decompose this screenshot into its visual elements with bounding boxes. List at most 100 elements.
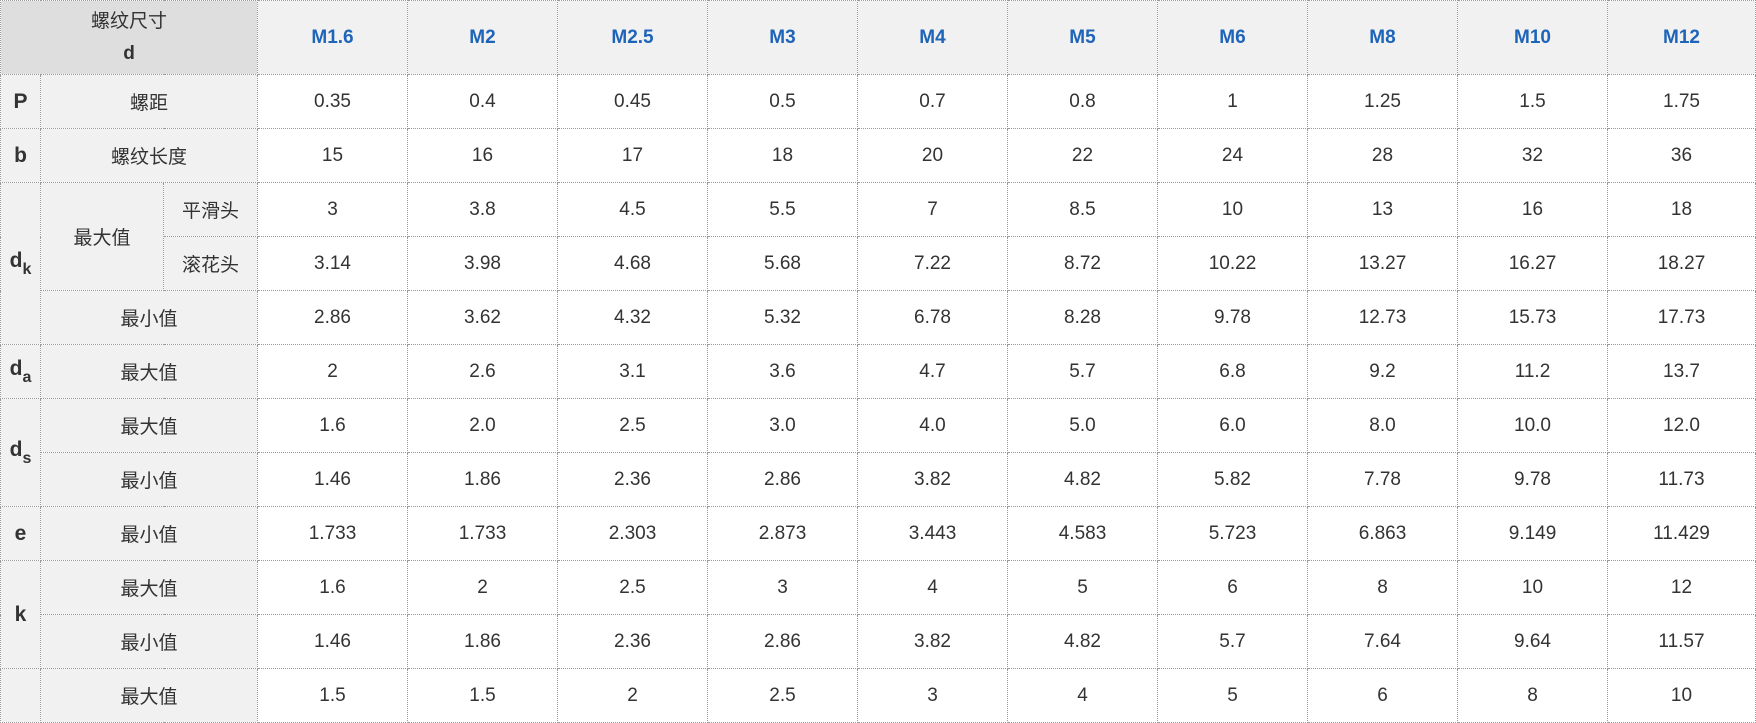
size-header: M8	[1307, 0, 1458, 75]
value-cell: 1.86	[407, 452, 558, 507]
value-cell: 6	[1307, 668, 1458, 723]
value-cell: 6	[1157, 560, 1308, 615]
value-cell: 2.5	[557, 398, 708, 453]
value-cell: 6.0	[1157, 398, 1308, 453]
value-cell: 12.0	[1607, 398, 1756, 453]
thread-size-label: 螺纹尺寸	[90, 10, 167, 32]
symbol-b: b	[0, 128, 41, 183]
value-cell: 0.5	[707, 74, 858, 129]
row-thread-length: b 螺纹长度 15 16 17 18 20 22 24 28 32 36	[0, 128, 1756, 183]
label-da-max: 最大值	[40, 344, 258, 399]
thread-size-symbol: d	[123, 42, 135, 64]
symbol-P: P	[0, 74, 41, 129]
value-cell: 3.82	[857, 452, 1008, 507]
value-cell: 5.68	[707, 236, 858, 291]
value-cell: 1.46	[257, 614, 408, 669]
value-cell: 2	[257, 344, 408, 399]
row-dk-min: 最小值 2.86 3.62 4.32 5.32 6.78 8.28 9.78 1…	[1, 290, 1756, 345]
value-cell: 6.8	[1157, 344, 1308, 399]
value-cell: 9.64	[1457, 614, 1608, 669]
value-cell: 18	[1607, 182, 1756, 237]
size-header: M12	[1607, 0, 1756, 75]
value-cell: 11.57	[1607, 614, 1756, 669]
value-cell: 12	[1607, 560, 1756, 615]
value-cell: 36	[1607, 128, 1756, 183]
value-cell: 4.7	[857, 344, 1008, 399]
value-cell: 3.6	[707, 344, 858, 399]
value-cell: 0.35	[257, 74, 408, 129]
value-cell: 2	[557, 668, 708, 723]
row-da-max: da 最大值 2 2.6 3.1 3.6 4.7 5.7 6.8 9.2 11.…	[0, 344, 1756, 399]
value-cell: 5.5	[707, 182, 858, 237]
symbol-dk-sub: k	[22, 260, 32, 278]
size-header: M2.5	[557, 0, 708, 75]
value-cell: 15.73	[1457, 290, 1608, 345]
value-cell: 3.98	[407, 236, 558, 291]
value-cell: 5	[1007, 560, 1158, 615]
value-cell: 9.2	[1307, 344, 1458, 399]
value-cell: 5.7	[1007, 344, 1158, 399]
value-cell: 6.863	[1307, 506, 1458, 561]
symbol-ds: ds	[0, 398, 41, 507]
value-cell: 11.429	[1607, 506, 1756, 561]
value-cell: 5.723	[1157, 506, 1308, 561]
value-cell: 5	[1157, 668, 1308, 723]
value-cell: 1	[1157, 74, 1308, 129]
value-cell: 4.82	[1007, 452, 1158, 507]
value-cell: 8.28	[1007, 290, 1158, 345]
value-cell: 7.78	[1307, 452, 1458, 507]
size-header: M6	[1157, 0, 1308, 75]
value-cell: 10	[1607, 668, 1756, 723]
label-thread-length: 螺纹长度	[40, 128, 258, 183]
value-cell: 3.1	[557, 344, 708, 399]
row-dk-max-knurled: 滚花头 3.14 3.98 4.68 5.68 7.22 8.72 10.22 …	[1, 236, 1756, 291]
symbol-dk: dk	[0, 182, 41, 345]
row-s-max: 最大值 1.5 1.5 2 2.5 3 4 5 6 8 10	[0, 668, 1756, 723]
value-cell: 4	[1007, 668, 1158, 723]
value-cell: 4.32	[557, 290, 708, 345]
value-cell: 20	[857, 128, 1008, 183]
symbol-da-base: d	[9, 357, 23, 381]
value-cell: 9.149	[1457, 506, 1608, 561]
value-cell: 3	[257, 182, 408, 237]
value-cell: 2.86	[707, 452, 858, 507]
value-cell: 1.75	[1607, 74, 1756, 129]
value-cell: 3.82	[857, 614, 1008, 669]
value-cell: 7.22	[857, 236, 1008, 291]
value-cell: 1.733	[407, 506, 558, 561]
value-cell: 1.25	[1307, 74, 1458, 129]
value-cell: 3.8	[407, 182, 558, 237]
size-header: M10	[1457, 0, 1608, 75]
value-cell: 1.5	[257, 668, 408, 723]
value-cell: 2.86	[257, 290, 408, 345]
label-e-min: 最小值	[40, 506, 258, 561]
size-header: M1.6	[257, 0, 408, 75]
value-cell: 18.27	[1607, 236, 1756, 291]
value-cell: 0.7	[857, 74, 1008, 129]
value-cell: 1.6	[257, 398, 408, 453]
value-cell: 1.5	[1457, 74, 1608, 129]
row-pitch: P 螺距 0.35 0.4 0.45 0.5 0.7 0.8 1 1.25 1.…	[0, 74, 1756, 129]
value-cell: 2.36	[557, 614, 708, 669]
value-cell: 3.0	[707, 398, 858, 453]
value-cell: 3.62	[407, 290, 558, 345]
symbol-e: e	[0, 506, 41, 561]
value-cell: 15	[257, 128, 408, 183]
label-k-min: 最小值	[40, 614, 258, 669]
size-header: M4	[857, 0, 1008, 75]
row-e-min: e 最小值 1.733 1.733 2.303 2.873 3.443 4.58…	[0, 506, 1756, 561]
value-cell: 3.14	[257, 236, 408, 291]
symbol-da-sub: a	[22, 368, 32, 386]
value-cell: 4.0	[857, 398, 1008, 453]
label-dk-max: 最大值	[40, 182, 164, 291]
value-cell: 6.78	[857, 290, 1008, 345]
value-cell: 18	[707, 128, 858, 183]
value-cell: 16	[1457, 182, 1608, 237]
value-cell: 17	[557, 128, 708, 183]
value-cell: 3.443	[857, 506, 1008, 561]
size-header: M5	[1007, 0, 1158, 75]
value-cell: 4	[857, 560, 1008, 615]
value-cell: 4.82	[1007, 614, 1158, 669]
value-cell: 2.0	[407, 398, 558, 453]
value-cell: 2.5	[557, 560, 708, 615]
